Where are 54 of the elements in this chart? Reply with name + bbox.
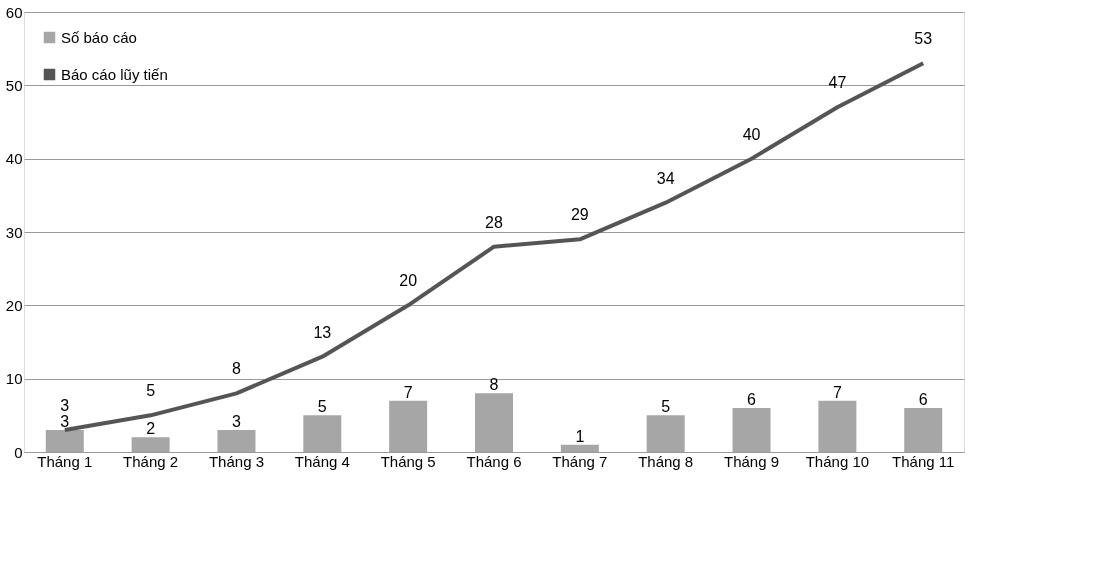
x-tick-label: Tháng 7 <box>552 452 608 470</box>
x-tick-label: Tháng 9 <box>724 452 780 470</box>
bar <box>303 415 342 452</box>
legend-label: Số báo cáo <box>61 28 137 46</box>
y-tick-label: 0 <box>14 443 23 461</box>
x-tick-label: Tháng 1 <box>37 452 93 470</box>
x-tick-label: Tháng 11 <box>892 452 955 470</box>
x-tick-label: Tháng 2 <box>123 452 179 470</box>
legend-label: Báo cáo lũy tiến <box>61 65 168 83</box>
data-label: 40 <box>742 125 761 143</box>
y-tick-label: 40 <box>5 150 23 168</box>
bar <box>818 400 857 452</box>
data-label: 20 <box>399 272 418 290</box>
data-label: 6 <box>747 391 757 408</box>
x-tick-label: Tháng 6 <box>466 452 522 470</box>
data-label: 28 <box>485 213 503 231</box>
data-label: 6 <box>918 391 928 408</box>
data-label: 13 <box>313 323 332 341</box>
data-label: 34 <box>656 169 675 187</box>
y-tick-label: 10 <box>5 370 23 388</box>
bar <box>646 415 685 452</box>
bar <box>732 408 771 452</box>
x-tick-label: Tháng 10 <box>805 452 870 470</box>
data-label: 7 <box>832 383 842 401</box>
data-label: 5 <box>317 398 327 416</box>
x-tick-label: Tháng 3 <box>208 452 264 470</box>
data-label: 1 <box>575 427 585 445</box>
y-tick-label: 50 <box>5 76 23 94</box>
data-label: 2 <box>146 420 156 438</box>
bar <box>389 400 428 452</box>
data-label: 7 <box>403 383 413 401</box>
bar <box>475 393 513 452</box>
y-tick-label: 60 <box>5 3 23 21</box>
line-series <box>62 61 926 432</box>
x-tick-label: Tháng 8 <box>638 452 694 470</box>
data-label: 5 <box>146 382 156 400</box>
bar <box>904 408 943 452</box>
data-label: 3 <box>60 413 70 430</box>
data-label: 8 <box>232 360 242 378</box>
bar <box>45 430 84 452</box>
x-tick-label: Tháng 5 <box>380 452 436 470</box>
y-tick-label: 30 <box>5 223 23 241</box>
bar <box>131 437 170 452</box>
data-label: 5 <box>661 398 671 416</box>
data-label: 53 <box>914 30 933 48</box>
data-label: 29 <box>570 206 589 224</box>
data-label: 3 <box>60 397 70 414</box>
x-tick-label: Tháng 4 <box>294 452 350 470</box>
bar <box>217 430 256 452</box>
data-label: 3 <box>232 413 242 430</box>
y-tick-label: 20 <box>5 296 23 314</box>
bar <box>560 444 599 452</box>
data-label: 47 <box>828 74 847 92</box>
data-label: 8 <box>489 376 499 394</box>
